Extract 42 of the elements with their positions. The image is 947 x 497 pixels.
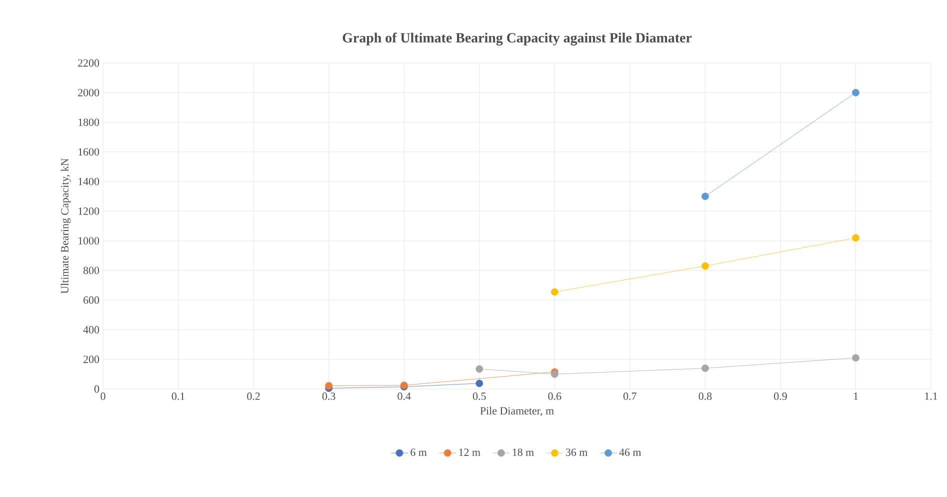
y-tick-label: 1400 xyxy=(78,178,100,186)
y-tick-label: 1800 xyxy=(78,118,100,126)
y-tick-label: 1000 xyxy=(78,237,100,245)
x-tick-label: 0.3 xyxy=(322,392,336,400)
y-axis-title: Ultimate Bearing Capacity, kN xyxy=(60,158,71,294)
y-tick-label: 1200 xyxy=(78,207,100,215)
x-tick-label: 0.1 xyxy=(172,392,184,400)
y-tick-label: 600 xyxy=(84,296,100,304)
x-tick-label: 0.5 xyxy=(472,392,486,400)
y-tick-label: 1600 xyxy=(78,148,100,156)
point xyxy=(702,262,709,270)
x-tick-label: 1 xyxy=(854,392,858,400)
x-axis-title: Pile Diameter, m xyxy=(480,406,554,416)
chart-title: Graph of Ultimate Bearing Capacity against Pile Diamater xyxy=(342,32,692,46)
point xyxy=(325,382,333,390)
legend-label: 36 m xyxy=(566,448,588,456)
legend-label: 18 m xyxy=(512,448,534,456)
x-tick-label: 0.8 xyxy=(698,392,712,400)
x-tick-label: 0 xyxy=(100,392,106,400)
x-tick-label: 0.2 xyxy=(247,392,260,400)
y-tick-label: 2200 xyxy=(78,59,100,67)
point xyxy=(476,380,484,388)
point xyxy=(476,365,484,373)
x-tick-label: 0.7 xyxy=(623,392,636,400)
y-tick-label: 800 xyxy=(83,266,100,274)
x-tick-label: 1.1 xyxy=(925,392,938,400)
y-tick-label: 2000 xyxy=(78,88,100,96)
x-tick-label: 0.9 xyxy=(774,392,787,400)
y-tick-label: 0 xyxy=(94,385,100,393)
point xyxy=(852,354,860,362)
x-tick-label: 0.6 xyxy=(548,392,562,400)
y-tick-label: 200 xyxy=(84,356,100,364)
point xyxy=(852,234,860,242)
y-tick-label: 400 xyxy=(83,326,100,334)
point xyxy=(702,192,709,200)
legend-label: 12 m xyxy=(459,448,480,456)
x-tick-label: 0.4 xyxy=(398,392,411,400)
point xyxy=(852,88,860,96)
point xyxy=(550,288,558,296)
legend-label: 6 m xyxy=(410,448,427,456)
point xyxy=(702,364,709,372)
legend-label: 46 m xyxy=(619,448,642,456)
